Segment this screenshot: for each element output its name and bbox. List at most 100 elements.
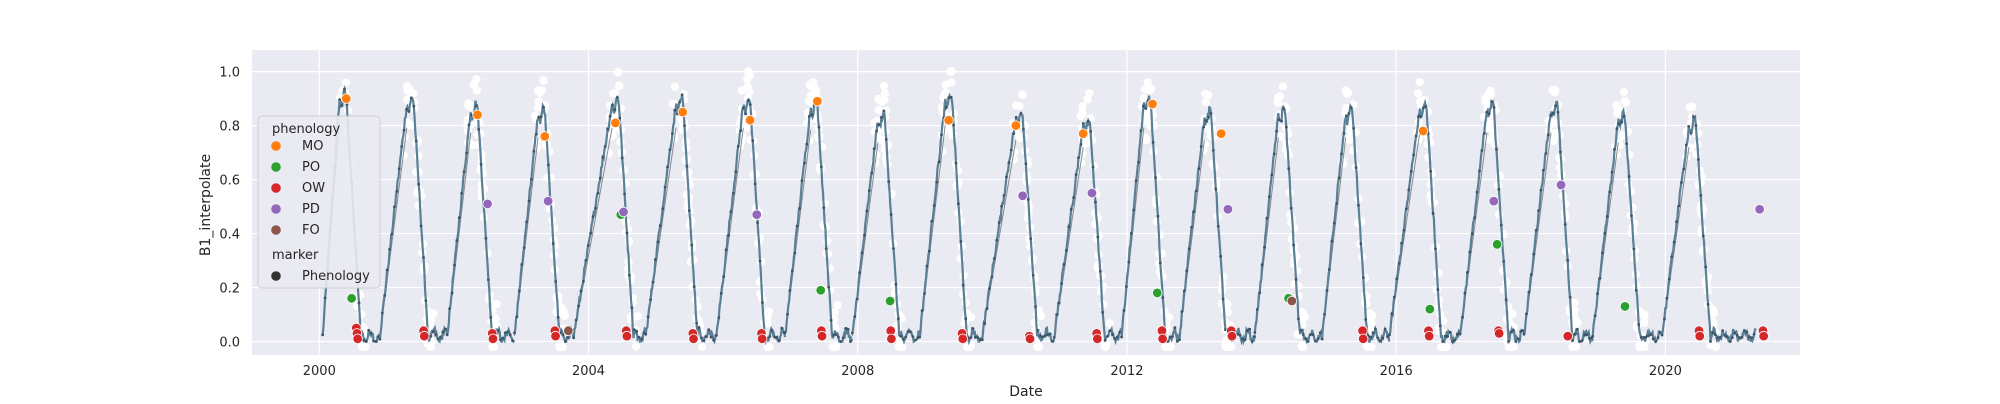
interpolated-point bbox=[611, 103, 614, 107]
phenology-event-mo bbox=[1147, 98, 1158, 110]
interpolated-point bbox=[1207, 115, 1210, 119]
interpolated-point bbox=[1258, 291, 1262, 295]
phenology-event-po bbox=[1424, 303, 1436, 315]
interpolated-point bbox=[1696, 158, 1700, 161]
interpolated-point bbox=[589, 231, 593, 235]
phenology-event-ow bbox=[688, 333, 699, 345]
raw-observation-point bbox=[896, 340, 906, 349]
interpolated-point bbox=[1480, 149, 1484, 152]
interpolated-point bbox=[927, 249, 931, 253]
interpolated-point bbox=[1209, 112, 1213, 115]
interpolated-point bbox=[704, 335, 708, 339]
interpolated-point bbox=[1265, 216, 1269, 220]
interpolated-point bbox=[1156, 214, 1160, 218]
interpolated-point bbox=[654, 258, 657, 261]
interpolated-point bbox=[722, 275, 726, 279]
raw-observation-point bbox=[534, 103, 543, 112]
interpolated-point bbox=[506, 330, 510, 334]
interpolated-point bbox=[445, 333, 449, 337]
interpolated-point bbox=[486, 278, 490, 282]
interpolated-point bbox=[687, 209, 691, 213]
phenology-event-ow bbox=[1092, 333, 1103, 345]
interpolated-point bbox=[439, 335, 442, 339]
legend-marker bbox=[271, 183, 281, 193]
interpolated-point bbox=[474, 104, 478, 108]
interpolated-point bbox=[1094, 200, 1097, 204]
interpolated-point bbox=[455, 239, 459, 242]
interpolated-point bbox=[1465, 270, 1469, 274]
raw-observation-point bbox=[1368, 311, 1377, 320]
phenology-event-ow bbox=[1226, 330, 1238, 342]
interpolated-point bbox=[817, 125, 821, 129]
interpolated-point bbox=[844, 327, 848, 330]
interpolated-point bbox=[1699, 194, 1703, 197]
interpolated-point bbox=[1419, 115, 1423, 119]
raw-observation-point bbox=[1018, 90, 1027, 99]
interpolated-point bbox=[1253, 335, 1256, 338]
interpolated-point bbox=[1137, 160, 1140, 164]
interpolated-point bbox=[1287, 167, 1291, 171]
interpolated-point bbox=[964, 317, 968, 321]
interpolated-point bbox=[1414, 134, 1418, 138]
interpolated-point bbox=[932, 204, 936, 207]
interpolated-point bbox=[709, 335, 713, 339]
interpolated-point bbox=[1180, 310, 1184, 314]
phenology-event-pd bbox=[1222, 204, 1234, 215]
interpolated-point bbox=[976, 336, 980, 339]
interpolated-point bbox=[836, 335, 840, 339]
x-axis-label: Date bbox=[1009, 384, 1042, 400]
y-tick-label: 0.8 bbox=[219, 120, 240, 135]
interpolated-point bbox=[911, 335, 915, 339]
interpolated-point bbox=[1580, 339, 1584, 342]
interpolated-point bbox=[1622, 115, 1626, 118]
interpolated-point bbox=[1733, 331, 1737, 335]
interpolated-point bbox=[1463, 291, 1467, 295]
y-tick-label: 0.2 bbox=[219, 282, 240, 297]
interpolated-point bbox=[1216, 224, 1220, 228]
interpolated-point bbox=[1675, 220, 1678, 224]
interpolated-point bbox=[1670, 255, 1674, 259]
phenology-event-mo bbox=[1215, 128, 1227, 139]
interpolated-point bbox=[899, 334, 903, 338]
interpolated-point bbox=[1726, 335, 1729, 338]
interpolated-point bbox=[1441, 340, 1445, 343]
interpolated-point bbox=[1656, 336, 1660, 339]
raw-observation-point bbox=[1486, 86, 1495, 96]
raw-observation-point bbox=[1201, 98, 1211, 107]
interpolated-point bbox=[877, 123, 881, 126]
interpolated-point bbox=[1610, 170, 1614, 174]
interpolated-point bbox=[527, 199, 531, 203]
interpolated-point bbox=[1596, 292, 1599, 296]
interpolated-point bbox=[1663, 317, 1666, 321]
interpolated-point bbox=[628, 273, 631, 277]
interpolated-point bbox=[1692, 115, 1695, 119]
interpolated-point bbox=[467, 123, 471, 127]
interpolated-point bbox=[563, 340, 567, 343]
phenology-event-pd bbox=[1555, 179, 1567, 191]
interpolated-point bbox=[378, 337, 382, 341]
phenology-event-ow bbox=[1493, 328, 1505, 339]
interpolated-point bbox=[906, 330, 910, 334]
interpolated-point bbox=[798, 207, 801, 210]
interpolated-point bbox=[1448, 330, 1452, 334]
raw-observation-point bbox=[341, 78, 351, 87]
interpolated-point bbox=[1644, 335, 1648, 339]
interpolated-point bbox=[343, 87, 346, 91]
interpolated-point bbox=[1115, 335, 1119, 339]
raw-observation-point bbox=[537, 86, 546, 95]
raw-observation-point bbox=[356, 309, 366, 319]
interpolated-point bbox=[1151, 140, 1155, 144]
raw-observation-point bbox=[1274, 93, 1283, 102]
interpolated-point bbox=[1199, 145, 1203, 148]
interpolated-point bbox=[1197, 167, 1201, 171]
interpolated-point bbox=[819, 165, 823, 169]
phenology-event-po bbox=[1619, 301, 1631, 312]
interpolated-point bbox=[896, 317, 900, 321]
interpolated-point bbox=[1400, 241, 1403, 245]
x-tick-labels: 2000 2004 2008 2012 2016 2020 bbox=[303, 364, 1682, 379]
legend-label: PD bbox=[302, 202, 320, 217]
raw-observation-point bbox=[697, 342, 707, 352]
legend-label: Phenology bbox=[302, 269, 370, 284]
interpolated-point bbox=[997, 221, 1001, 225]
interpolated-point bbox=[1144, 107, 1148, 110]
